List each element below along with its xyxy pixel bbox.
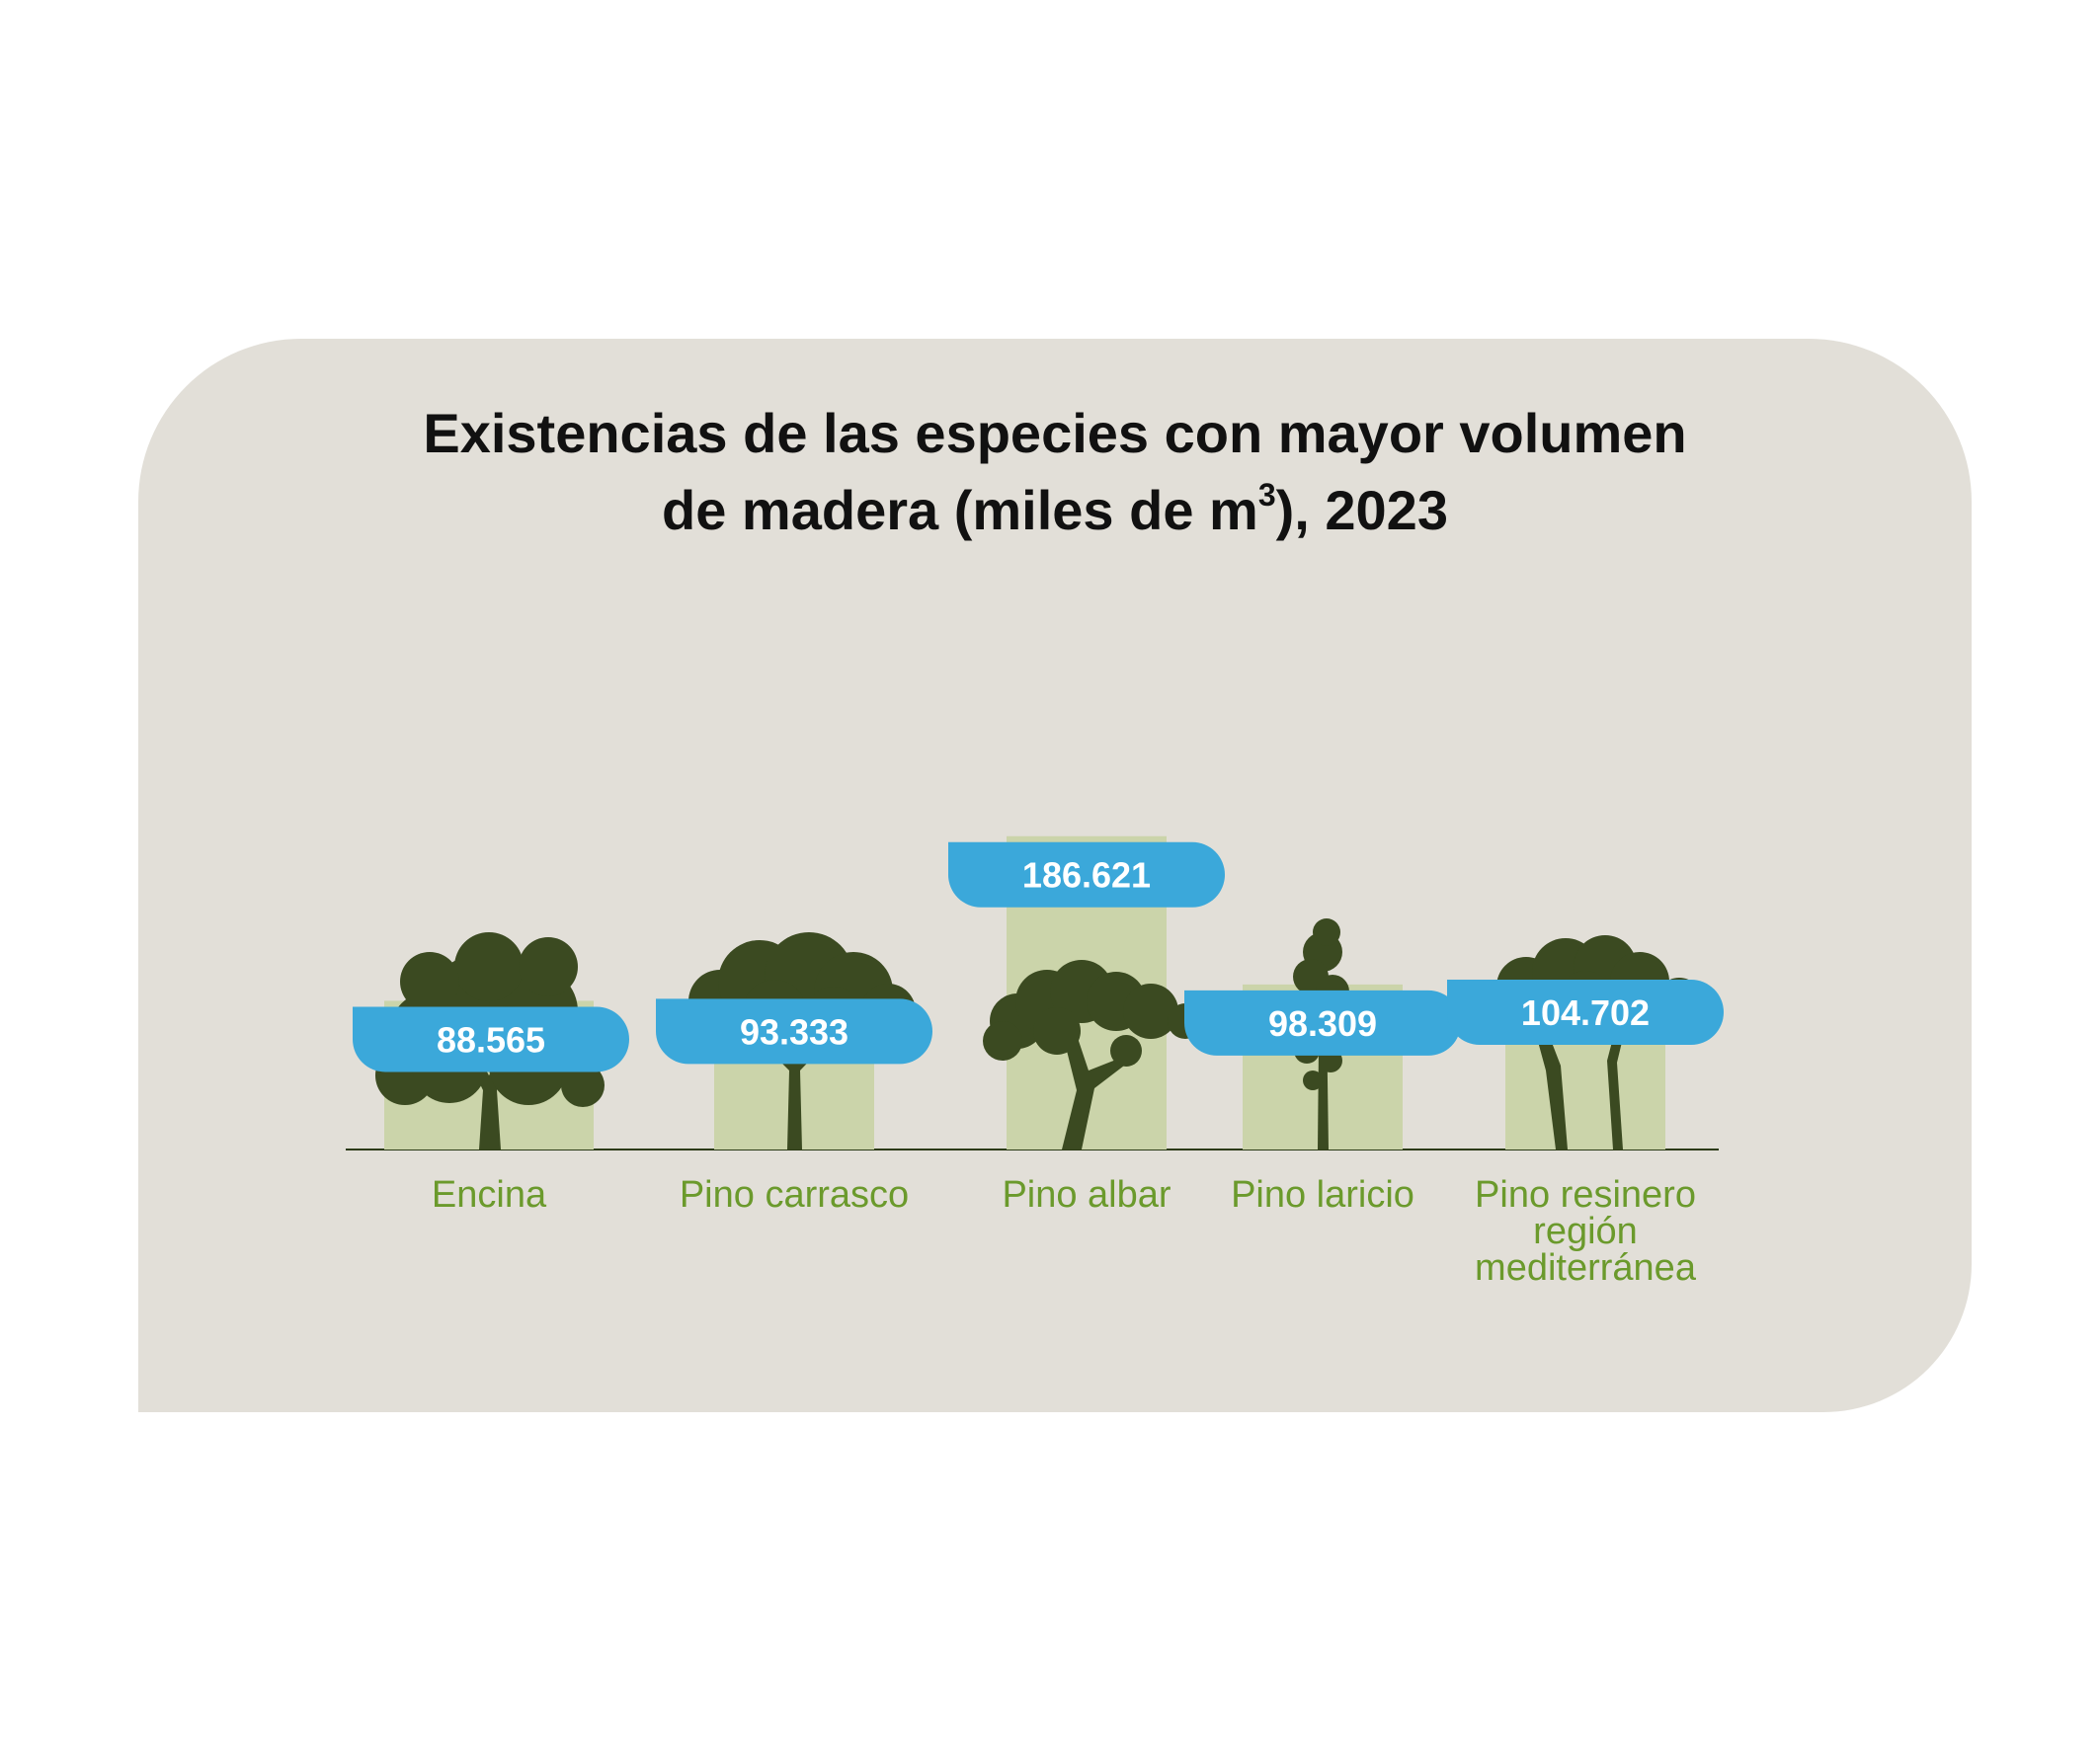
category-label-5-line-1: Pino resinero [1475,1174,1696,1216]
value-pill-1 [353,1006,629,1072]
title-line-2-text: de madera (miles de m [662,479,1258,541]
category-label-3: Pino albar [1002,1174,1171,1216]
title-line-2: de madera (miles de m3), 2023 [138,472,1972,549]
value-pill-3 [948,841,1225,908]
title-superscript: 3 [1257,477,1276,513]
category-label-2: Pino carrasco [680,1174,909,1216]
value-pill-4 [1184,990,1461,1056]
value-pill-5 [1447,980,1724,1046]
category-label-1: Encina [432,1174,547,1216]
category-label-4: Pino laricio [1231,1174,1414,1216]
data-label-2: 93.333 [740,1011,848,1052]
value-pill-2 [656,998,932,1065]
data-label-1: 88.565 [437,1019,545,1060]
category-label-5-line-2: región [1533,1211,1638,1252]
data-label-5: 104.702 [1521,992,1650,1033]
category-label-5-line-3: mediterránea [1475,1247,1697,1289]
chart-title: Existencias de las especies con mayor vo… [138,395,1972,549]
title-line-2-tail: ), 2023 [1275,479,1448,541]
data-label-4: 98.309 [1268,1003,1377,1044]
title-line-1: Existencias de las especies con mayor vo… [423,402,1687,464]
data-label-3: 186.621 [1022,855,1151,896]
